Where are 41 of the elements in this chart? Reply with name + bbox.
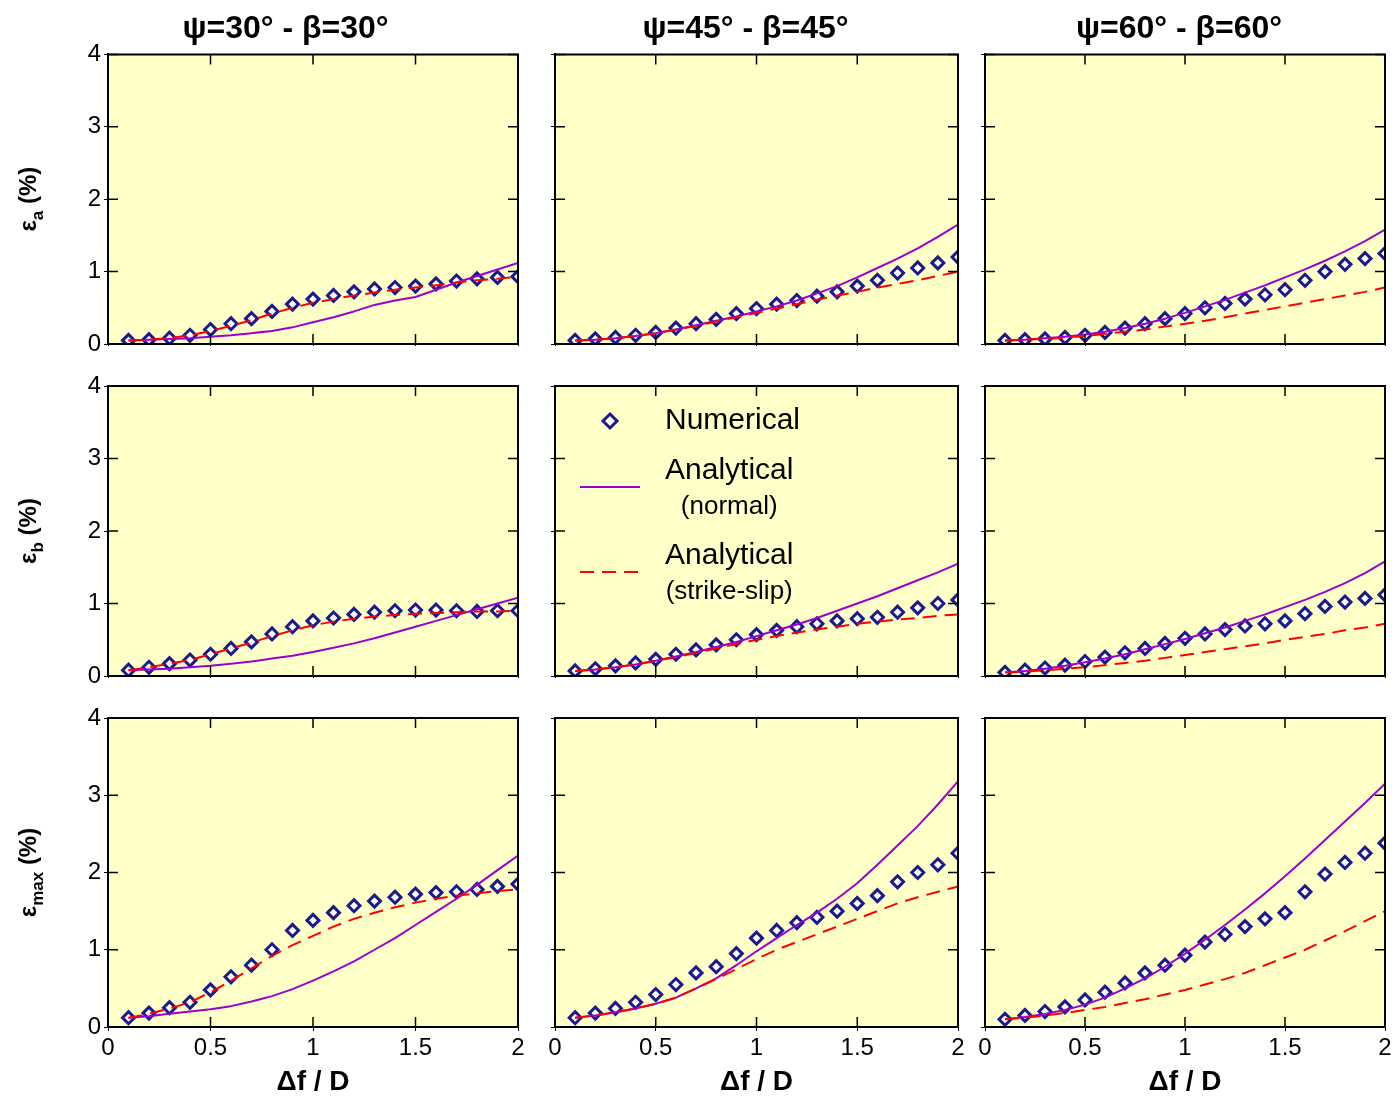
x-axis-title: Δf / D [719,1064,794,1096]
x-tick-label: 0.5 [1068,1033,1102,1061]
x-tick-label: 1.5 [1268,1033,1302,1061]
x-axis-title: Δf / D [276,1064,350,1096]
y-tick-label: 3 [87,779,101,807]
legend-label: Numerical [665,402,801,436]
x-tick-label: 0 [548,1033,562,1061]
x-tick-label: 1 [306,1033,320,1061]
legend-label: Analytical (normal) [665,452,794,521]
y-tick-label: 4 [87,702,101,730]
y-tick-label: 0 [87,1011,101,1039]
y-tick-label: 2 [87,183,101,211]
x-tick-label: 0 [978,1033,992,1061]
y-tick-label: 1 [87,588,101,616]
y-tick-label: 2 [87,515,101,543]
chart-title: ψ=45° - β=45° [642,9,849,46]
x-tick-label: 0.5 [193,1033,228,1061]
y-tick-label: 1 [87,934,101,962]
y-axis-title: εmax (%) [14,827,48,918]
y-tick-label: 0 [87,328,101,356]
y-tick-label: 3 [87,443,101,471]
y-axis-title: εb (%) [14,498,48,564]
x-tick-label: 2 [1378,1033,1392,1061]
x-tick-label: 1.5 [398,1033,433,1061]
x-tick-label: 1 [1178,1033,1192,1061]
y-tick-label: 2 [87,857,101,885]
y-tick-label: 3 [87,111,101,139]
x-tick-label: 1 [749,1033,764,1061]
x-axis-title: Δf / D [1148,1064,1222,1096]
x-tick-label: 2 [511,1033,525,1061]
legend-label: Analytical (strike-slip) [665,537,794,606]
y-tick-label: 1 [87,256,101,284]
y-tick-label: 0 [87,660,101,688]
x-tick-label: 2 [951,1033,965,1061]
x-tick-label: 1.5 [840,1033,874,1061]
y-axis-title: εa (%) [14,166,48,232]
y-tick-label: 4 [87,39,101,67]
chart-title: ψ=30° - β=30° [182,9,389,46]
chart-title: ψ=60° - β=60° [1075,9,1283,46]
x-tick-label: 0.5 [639,1033,673,1061]
y-tick-label: 4 [87,370,101,398]
